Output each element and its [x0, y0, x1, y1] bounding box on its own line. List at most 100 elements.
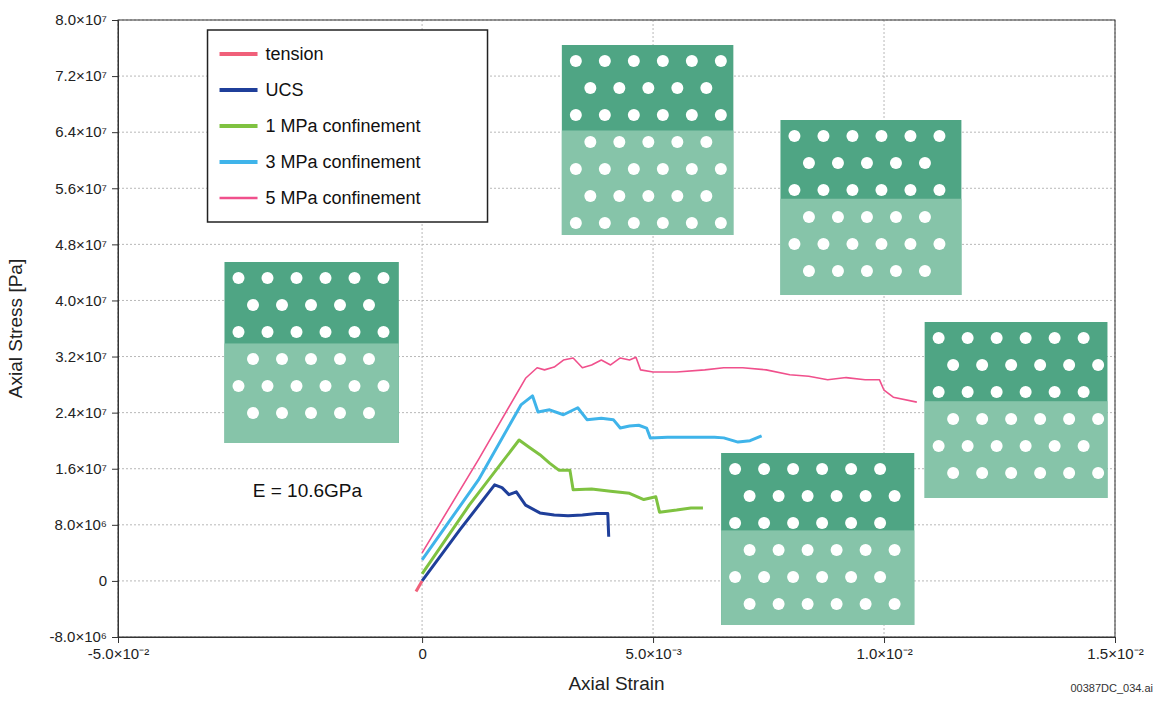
x-tick-label: 1.5×10⁻²: [1087, 645, 1143, 662]
specimen-hole: [570, 217, 582, 229]
specimen-hole: [363, 407, 375, 419]
x-tick-label: -5.0×10⁻²: [88, 645, 149, 662]
specimen-inset: [925, 322, 1108, 498]
y-tick-label: 5.6×10⁷: [55, 180, 107, 197]
annotation: E = 10.6GPa: [253, 480, 363, 501]
specimen-hole: [348, 272, 360, 284]
specimen-hole: [947, 413, 959, 425]
specimen-hole: [933, 130, 945, 142]
specimen-hole: [889, 544, 901, 556]
specimen-hole: [657, 163, 669, 175]
specimen-hole: [290, 380, 302, 392]
specimen-hole: [334, 353, 346, 365]
x-tick-label: 5.0×10⁻³: [625, 645, 681, 662]
specimen-hole: [686, 217, 698, 229]
specimen-hole: [802, 490, 814, 502]
specimen-hole: [261, 272, 273, 284]
specimen-hole: [570, 109, 582, 121]
specimen-hole: [319, 380, 331, 392]
legend-label: UCS: [266, 80, 304, 100]
specimen-hole: [700, 190, 712, 202]
specimen-hole: [657, 217, 669, 229]
specimen-hole: [247, 353, 259, 365]
specimen-hole: [787, 463, 799, 475]
y-tick-label: 8.0×10⁷: [55, 11, 107, 28]
specimen-hole: [1063, 467, 1075, 479]
specimen-hole: [846, 238, 858, 250]
specimen-hole: [261, 380, 273, 392]
tick-mark: [422, 637, 423, 643]
specimen-hole: [817, 130, 829, 142]
x-tick-label: 0: [418, 645, 426, 662]
specimen-hole: [773, 490, 785, 502]
specimen-hole: [919, 211, 931, 223]
specimen-hole: [348, 380, 360, 392]
specimen-hole: [628, 109, 640, 121]
y-tick: 0: [99, 572, 118, 589]
specimen-hole: [773, 598, 785, 610]
specimen-hole: [861, 265, 873, 277]
y-tick: 2.4×10⁷: [55, 404, 118, 421]
y-tick: 6.4×10⁷: [55, 123, 118, 140]
x-tick: 1.0×10⁻²: [856, 637, 912, 662]
y-tick-label: 8.0×10⁶: [55, 516, 107, 533]
x-tick: 1.5×10⁻²: [1087, 637, 1143, 662]
specimen-hole: [904, 238, 916, 250]
tick-mark: [112, 357, 118, 358]
specimen-hole: [1092, 359, 1104, 371]
plot-frame: [118, 20, 1115, 637]
specimen-hole: [947, 359, 959, 371]
specimen-inset: [780, 120, 961, 295]
specimen-hole: [860, 598, 872, 610]
tick-mark: [112, 244, 118, 245]
legend-swatch: [220, 160, 258, 164]
specimen-hole: [817, 238, 829, 250]
specimen-hole: [846, 184, 858, 196]
specimen-hole: [686, 55, 698, 67]
plot-area: [118, 20, 1115, 637]
specimen-hole: [1078, 386, 1090, 398]
specimen-hole: [904, 184, 916, 196]
grid-line: [118, 524, 1115, 525]
specimen-hole: [832, 211, 844, 223]
specimen-insets: [224, 45, 1107, 625]
specimen-hole: [232, 272, 244, 284]
specimen-hole: [845, 571, 857, 583]
specimen-zone: [562, 131, 734, 236]
specimen-hole: [377, 326, 389, 338]
specimen-zone: [721, 530, 914, 625]
legend: tensionUCS1 MPa confinement3 MPa confine…: [208, 30, 488, 222]
specimen-hole: [816, 571, 828, 583]
specimen-hole: [1034, 359, 1046, 371]
specimen-hole: [832, 265, 844, 277]
specimen-hole: [788, 130, 800, 142]
specimen-hole: [305, 353, 317, 365]
specimen-hole: [874, 517, 886, 529]
x-axis: -5.0×10⁻² 0 5.0×10⁻³ 1.0×10⁻² 1.5×10⁻²: [88, 637, 1144, 662]
specimen-hole: [919, 265, 931, 277]
specimen-hole: [933, 332, 945, 344]
specimen-hole: [377, 272, 389, 284]
legend-label: tension: [266, 44, 324, 64]
tick-mark: [1115, 637, 1116, 643]
specimen-hole: [1005, 413, 1017, 425]
specimen-inset: [224, 262, 398, 443]
specimen-hole: [860, 544, 872, 556]
y-axis: -8.0×10⁶08.0×10⁶1.6×10⁷2.4×10⁷3.2×10⁷4.0…: [50, 11, 119, 645]
specimen-hole: [686, 109, 698, 121]
specimen-hole: [686, 163, 698, 175]
x-tick: 5.0×10⁻³: [625, 637, 681, 662]
specimen-hole: [1049, 440, 1061, 452]
tick-mark: [112, 188, 118, 189]
specimen-hole: [1063, 413, 1075, 425]
y-tick-label: 3.2×10⁷: [55, 348, 107, 365]
specimen-hole: [232, 326, 244, 338]
specimen-hole: [613, 136, 625, 148]
y-tick-label: 1.6×10⁷: [55, 460, 107, 477]
specimen-hole: [599, 217, 611, 229]
legend-swatch: [220, 88, 258, 92]
specimen-hole: [890, 157, 902, 169]
y-tick: 8.0×10⁶: [55, 516, 118, 533]
specimen-hole: [276, 299, 288, 311]
specimen-hole: [334, 407, 346, 419]
